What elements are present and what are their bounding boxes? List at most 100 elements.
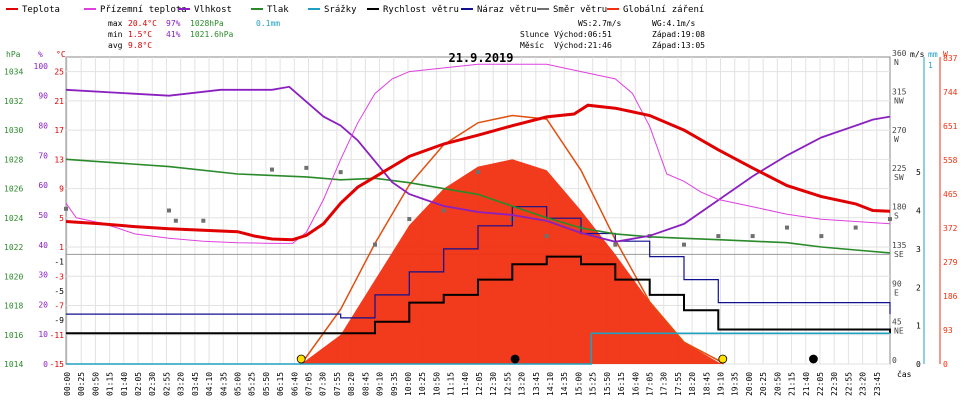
axis-x-tick-51: 21:15: [788, 372, 797, 396]
axis-wm2-tick-6: 279: [943, 258, 958, 267]
axis-x-tick-20: 08:20: [347, 372, 356, 396]
wind-dir-point-22: [888, 217, 892, 222]
axis-temp-tick-10: -15: [50, 360, 65, 369]
axis-dir-name-7: NE: [894, 327, 904, 336]
axis-x-tick-10: 04:10: [205, 372, 214, 396]
legend-label-6: Náraz větru: [477, 5, 537, 15]
axis-pct-tick-5: 50: [38, 211, 48, 220]
axis-x-tick-26: 10:50: [432, 372, 441, 396]
astro-moonrise: Východ:21:46: [554, 41, 612, 50]
axis-dir-name-6: E: [894, 288, 899, 297]
axis-hpa-tick-9: 1016: [4, 331, 23, 340]
axis-x-tick-8: 03:20: [177, 372, 186, 396]
axis-x-tick-34: 14:10: [546, 372, 555, 396]
legend-label-4: Srážky: [324, 5, 357, 15]
axis-x-tick-15: 06:15: [276, 372, 285, 396]
axis-temp-extra-2: -9: [54, 316, 64, 325]
axis-x-tick-16: 06:40: [290, 372, 299, 396]
axis-x-tick-36: 15:00: [574, 372, 583, 396]
axis-x-tick-11: 04:35: [219, 372, 228, 396]
axis-pct-tick-0: 100: [34, 62, 49, 71]
axis-hpa-tick-7: 1020: [4, 272, 23, 281]
axis-x-tick-48: 20:00: [745, 372, 754, 396]
axis-x-tick-37: 15:25: [589, 372, 598, 396]
axis-hpa-tick-8: 1018: [4, 302, 23, 311]
series-pressure: [65, 158, 891, 254]
series-wind-gust: [66, 206, 891, 319]
axis-pct-tick-3: 70: [38, 151, 48, 160]
axis-wm2-tick-1: 744: [943, 88, 958, 97]
astro-ws: WS:2.7m/s: [578, 19, 622, 28]
axis-x-tick-41: 17:05: [645, 372, 654, 396]
axis-x-tick-44: 18:20: [688, 372, 697, 396]
wind-dir-point-18: [750, 234, 755, 239]
axis-mm-tick-0: 1: [928, 61, 933, 70]
axis-x-tick-42: 17:30: [660, 372, 669, 396]
axis-pct-tick-8: 20: [38, 300, 48, 309]
wind-dir-point-0: [64, 206, 68, 211]
series-theoretical-radiation: [300, 114, 724, 365]
axis-wm2-tick-2: 651: [943, 122, 958, 131]
axis-pct-tick-10: 0: [43, 360, 48, 369]
axis-x-tick-9: 03:45: [191, 372, 200, 396]
series-rain: [66, 332, 890, 365]
wind-dir-point-21: [853, 225, 858, 230]
axis-wm2-tick-3: 558: [943, 156, 958, 165]
axis-dir-name-0: N: [894, 58, 899, 67]
astro-wg: WG:4.1m/s: [652, 19, 696, 28]
wind-dir-point-19: [785, 225, 789, 230]
axis-x-tick-2: 00:50: [91, 372, 100, 396]
axis-pct-tick-2: 80: [38, 122, 48, 131]
stat-max-temp: 20.4°C: [128, 19, 157, 28]
axis-x-label: čas: [897, 369, 912, 379]
axis-ms-tick-0: 5: [916, 168, 921, 177]
marker-sunrise: [296, 354, 306, 364]
axis-wm2-tick-9: 0: [943, 360, 948, 369]
axis-x-tick-40: 16:40: [631, 372, 640, 396]
stat-max-hum: 97%: [166, 19, 181, 28]
axis-x-tick-47: 19:35: [731, 372, 740, 396]
axis-x-tick-14: 05:50: [262, 372, 271, 396]
axis-ms-tick-5: 0: [916, 360, 921, 369]
axis-x-tick-46: 19:10: [717, 372, 726, 396]
axis-x-tick-7: 02:55: [162, 372, 171, 396]
axis-x-tick-18: 07:30: [319, 372, 328, 396]
axis-temp-tick-8: -7: [54, 302, 64, 311]
axis-x-tick-29: 12:05: [475, 372, 484, 396]
legend-label-3: Tlak: [267, 5, 289, 15]
axis-x-tick-55: 22:55: [844, 372, 853, 396]
axis-hpa-unit: hPa: [6, 50, 21, 59]
stat-min-label: min: [108, 30, 123, 39]
axis-dir-name-4: S: [894, 212, 899, 221]
legend-label-2: Vlhkost: [194, 5, 232, 15]
stat-max-rain: 0.1mm: [256, 19, 280, 28]
plot-area: [64, 56, 892, 365]
astro-sunset: Západ:19:08: [652, 30, 705, 39]
legend-label-7: Směr větru: [553, 5, 607, 15]
wind-dir-point-12: [544, 234, 549, 239]
wind-dir-point-7: [373, 242, 377, 247]
axis-dir-tick-1: 315: [892, 87, 907, 96]
stat-avg-label: avg: [108, 41, 123, 50]
wind-dir-point-4: [270, 167, 274, 172]
wind-dir-point-20: [819, 234, 824, 239]
stat-max-label: max: [108, 19, 123, 28]
axis-dir-tick-6: 90: [892, 279, 902, 288]
axis-x-tick-5: 02:05: [134, 372, 143, 396]
axis-x-tick-32: 13:20: [518, 372, 527, 396]
axis-x-tick-27: 11:15: [447, 372, 456, 396]
axis-x-tick-50: 20:50: [773, 372, 782, 396]
axis-temp-tick-6: 1: [59, 243, 64, 252]
wind-dir-point-3: [201, 218, 206, 223]
axis-x-tick-25: 10:25: [418, 372, 427, 396]
axis-x-tick-19: 07:55: [333, 372, 342, 396]
astro-moonset: Západ:13:05: [652, 41, 705, 50]
axis-x-tick-24: 10:00: [404, 372, 413, 396]
legend: Teplota Přízemní teplota Vlhkost Tlak Srážky…: [6, 5, 704, 15]
axis-wm2-tick-5: 372: [943, 224, 958, 233]
axis-temp-tick-4: 9: [59, 185, 64, 194]
axis-dir-name-2: W: [894, 135, 899, 144]
wind-dir-point-16: [682, 242, 686, 247]
axis-pct-tick-9: 10: [38, 330, 48, 339]
marker-sunset: [718, 354, 728, 364]
